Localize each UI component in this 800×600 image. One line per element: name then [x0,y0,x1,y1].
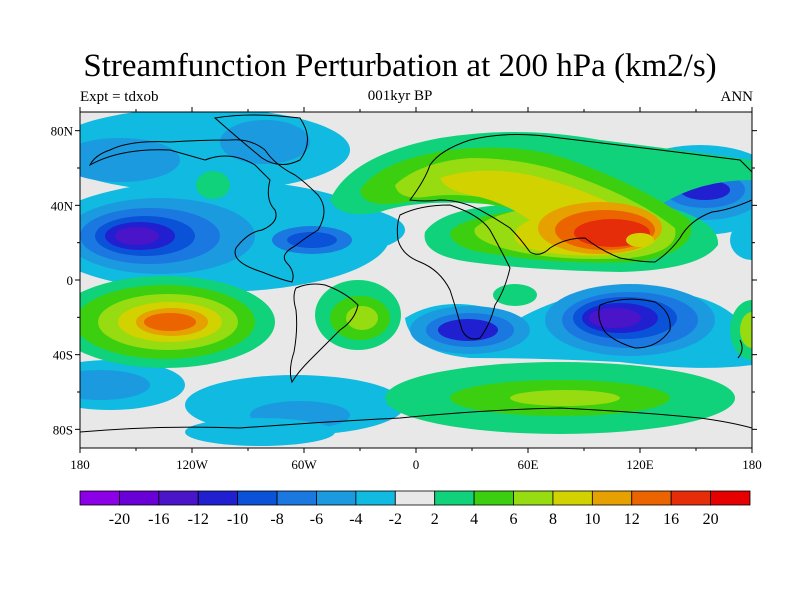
neg-antarctic-3 [185,418,335,446]
colorbar-label: -4 [349,511,362,528]
colorbar-swatch [237,490,278,506]
latitude-axis: 80N 40N 0 40S 80S [51,124,757,437]
colorbar-label: 16 [663,511,679,528]
neg-arctic-2 [80,138,180,182]
positive-cells [80,131,752,434]
neg-atl-2 [287,232,337,248]
season-label: ANN [720,89,754,105]
colorbar-swatch [119,490,160,506]
neg-sepac-2 [80,370,150,400]
colorbar-swatch [591,490,633,506]
plot-title: Streamfunction Perturbation at 200 hPa (… [83,48,717,84]
lon-tick-label: 180 [70,457,90,472]
colorbar-label: -8 [270,511,283,528]
lon-tick-label: 120W [176,457,209,472]
colorbar-swatch [710,490,751,506]
neg-nepac-5 [115,227,159,245]
colorbar-label: 8 [549,511,557,528]
north-america-coast [88,139,325,283]
experiment-label: Expt = tdxob [80,89,159,105]
eurasia-coast [409,133,752,263]
field-contours [80,112,752,448]
pos-sband-3 [510,390,620,406]
colorbar-swatch [434,490,475,506]
africa-coast [396,204,511,340]
pos-sam-3 [346,306,378,330]
colorbar-label: 2 [431,511,439,528]
lon-tick-label: 60E [518,457,539,472]
neg-sband-4 [438,319,498,341]
colorbar-label: 4 [470,511,478,528]
colorbar-swatch [355,490,396,506]
colorbar-swatch [631,490,672,506]
lat-tick-label: 80N [51,124,74,139]
negative-cells [80,112,752,446]
lon-tick-label: 0 [413,457,420,472]
neg-arctic-3 [220,120,310,164]
australia-coast [598,298,671,349]
lat-tick-label: 80S [53,422,73,437]
neg-edge-n [730,220,752,260]
colorbar-label: 12 [624,511,640,528]
coastlines [80,114,752,433]
lat-tick-label: 0 [67,273,74,288]
colorbar-label: -12 [188,511,209,528]
pos-small-africa [493,284,537,306]
greenland-coast [213,114,308,165]
colorbar-swatch [394,490,436,506]
antarctica-coast [80,407,752,433]
colorbar-swatch [316,490,357,506]
colorbar-label: -6 [310,511,323,528]
new-zealand-coast [737,339,743,359]
lon-tick-label: 180 [742,457,762,472]
colorbar-label: 20 [703,511,719,528]
colorbar-swatch [670,490,711,506]
colorbar-label: -10 [227,511,248,528]
lat-tick-label: 40N [51,198,74,213]
pos-spac-6 [144,313,196,331]
colorbar-swatch [197,490,239,506]
pos-edge-2 [740,312,752,348]
colorbar-label: 6 [510,511,518,528]
pos-asia-8 [626,233,654,247]
lon-tick-label: 60W [291,457,317,472]
neg-sband-9 [589,308,641,328]
colorbar: -20 -16 -12 -10 -8 -6 -4 -2 2 4 6 8 10 12 16 20 [79,490,751,528]
colorbar-swatch [276,490,317,506]
colorbar-swatch [473,490,514,506]
colorbar-label: -16 [148,511,169,528]
colorbar-swatch [79,490,120,506]
pos-small-npac [196,171,230,199]
colorbar-label: -2 [389,511,402,528]
colorbar-swatch [552,490,593,506]
lon-tick-label: 120E [626,457,654,472]
colorbar-swatch [158,490,199,506]
colorbar-label: -20 [109,511,130,528]
colorbar-label: 10 [584,511,600,528]
longitude-axis: 180 120W 60W 0 60E 120E 180 [70,107,762,472]
lat-tick-label: 40S [53,348,73,363]
colorbar-swatch [513,490,554,506]
time-label: 001kyr BP [367,88,433,104]
south-america-coast [289,283,359,384]
